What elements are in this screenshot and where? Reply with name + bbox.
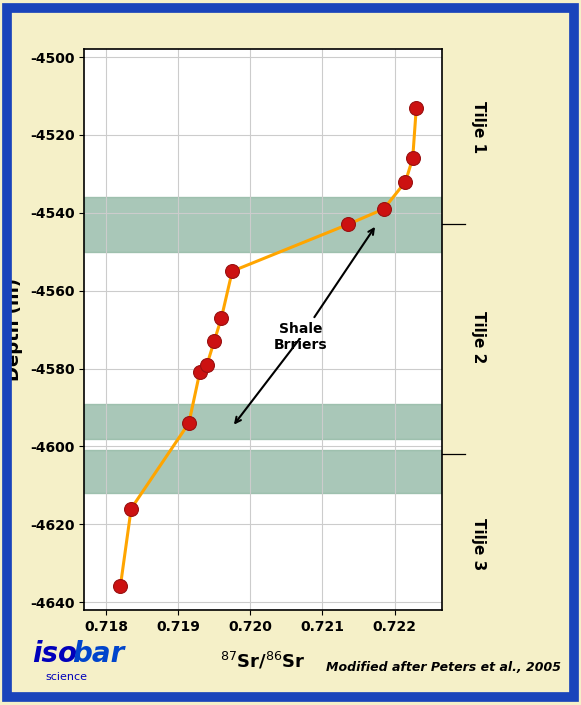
Point [116, 581, 125, 592]
Point [217, 312, 226, 324]
Point [412, 102, 421, 114]
Point [184, 417, 193, 429]
Text: Tilje 3: Tilje 3 [471, 517, 486, 570]
Point [379, 203, 389, 214]
Point [228, 266, 237, 277]
Point [202, 359, 211, 370]
Point [195, 367, 205, 378]
Text: Tilje 2: Tilje 2 [471, 311, 486, 364]
Bar [84, 450, 442, 493]
Text: Modified after Peters et al., 2005: Modified after Peters et al., 2005 [326, 661, 561, 674]
Point [408, 153, 417, 164]
Text: Shale
Brriers: Shale Brriers [274, 228, 374, 352]
Y-axis label: Depth (m): Depth (m) [5, 278, 23, 381]
Text: iso: iso [32, 639, 77, 668]
Point [127, 503, 136, 514]
Text: $^{87}$Sr/$^{86}$Sr: $^{87}$Sr/$^{86}$Sr [220, 650, 306, 671]
Text: science: science [46, 672, 88, 682]
Bar [84, 403, 442, 439]
Point [401, 176, 410, 188]
Point [343, 219, 352, 230]
Bar [84, 197, 442, 252]
Text: Tilje 1: Tilje 1 [471, 101, 486, 153]
Point [210, 336, 219, 347]
Text: bar: bar [73, 639, 125, 668]
